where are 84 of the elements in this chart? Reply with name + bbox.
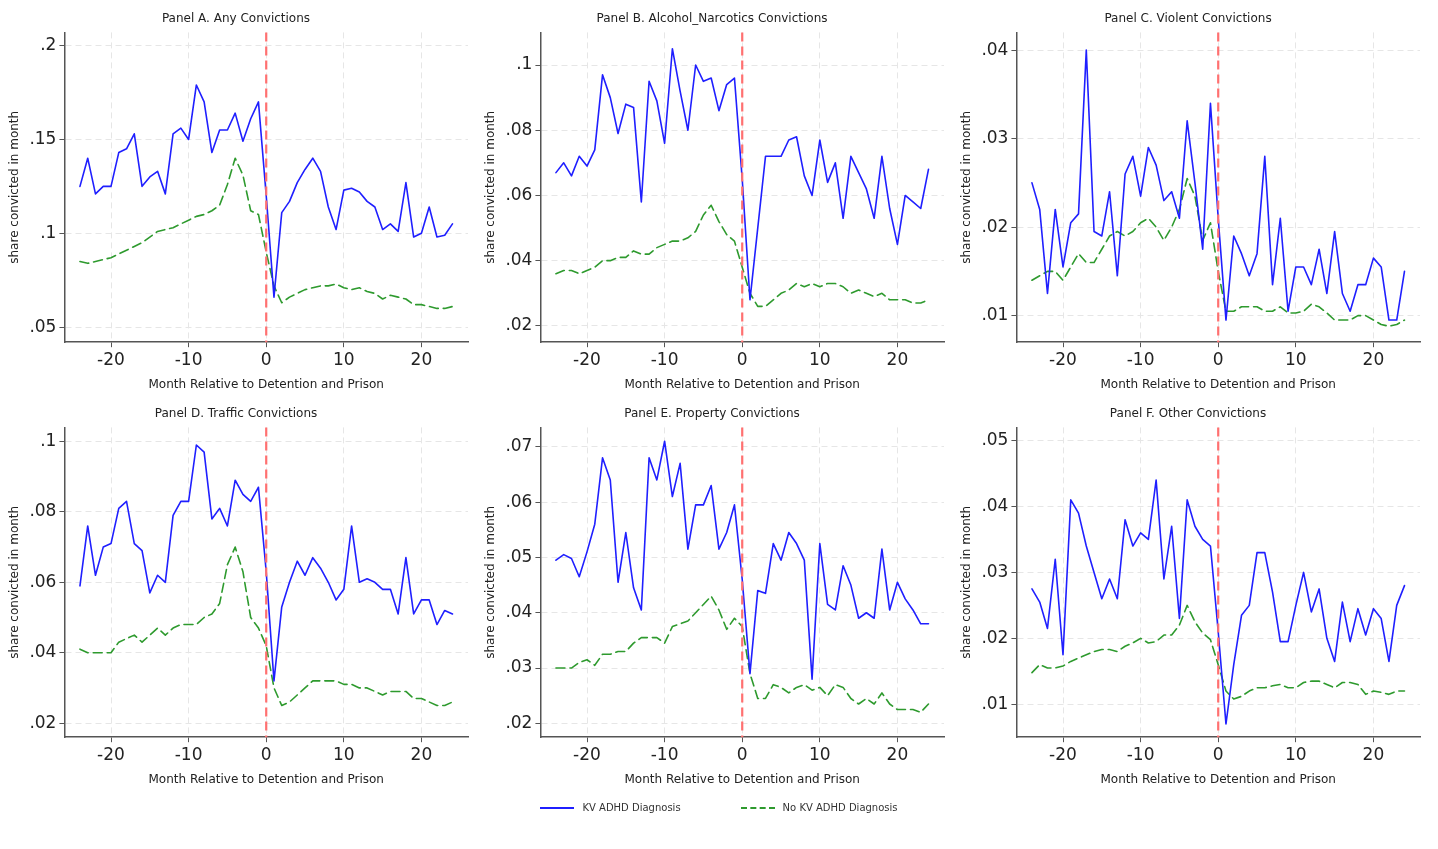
chart-title: Panel F. Other Convictions — [1109, 406, 1267, 421]
y-tick-label: .2 — [40, 33, 57, 54]
y-axis-title: share convicted in month — [483, 505, 498, 659]
line-series — [1031, 177, 1406, 328]
x-tick-label: 20 — [410, 348, 433, 369]
y-tick-label: .01 — [981, 304, 1009, 325]
line-series — [1031, 604, 1406, 700]
y-tick-label: .07 — [505, 435, 533, 456]
y-axis-title: share convicted in month — [483, 110, 498, 264]
x-tick-label: 0 — [260, 348, 272, 369]
y-tick-label: .03 — [505, 656, 533, 677]
y-tick-label: .08 — [505, 118, 533, 139]
chart-title: Panel D. Traffic Convictions — [154, 406, 318, 421]
x-tick-label: -10 — [174, 348, 203, 369]
x-axis-title: Month Relative to Detention and Prison — [1100, 376, 1336, 391]
x-tick-label: -10 — [1126, 348, 1155, 369]
x-axis-title: Month Relative to Detention and Prison — [1100, 771, 1336, 786]
y-tick-label: .04 — [981, 494, 1009, 515]
y-tick-label: .02 — [505, 711, 533, 732]
x-tick-label: 10 — [809, 743, 831, 764]
x-axis-title: Month Relative to Detention and Prison — [624, 376, 860, 391]
chart-title: Panel A. Any Convictions — [161, 11, 311, 26]
x-tick-label: 0 — [260, 743, 272, 764]
y-tick-label: .02 — [29, 711, 57, 732]
x-tick-label: 0 — [736, 743, 748, 764]
y-tick-label: .06 — [29, 570, 57, 591]
x-tick-label: 10 — [333, 743, 355, 764]
x-tick-label: -20 — [573, 348, 601, 369]
x-axis-title: Month Relative to Detention and Prison — [148, 376, 384, 391]
x-tick-label: 0 — [1212, 743, 1224, 764]
x-tick-label: 10 — [333, 348, 355, 369]
y-tick-label: .15 — [29, 127, 57, 148]
y-tick-label: .06 — [505, 490, 533, 511]
x-axis-title: Month Relative to Detention and Prison — [148, 771, 384, 786]
legend-label: No KV ADHD Diagnosis — [782, 802, 898, 813]
y-tick-label: .02 — [981, 215, 1009, 236]
x-tick-label: -10 — [174, 743, 203, 764]
y-tick-label: .04 — [505, 249, 533, 270]
x-tick-label: 20 — [1362, 348, 1385, 369]
y-tick-label: .01 — [981, 692, 1009, 713]
x-tick-label: 20 — [1362, 743, 1385, 764]
chart-title: Panel C. Violent Convictions — [1104, 11, 1272, 26]
y-tick-label: .03 — [981, 127, 1009, 148]
line-series — [79, 546, 454, 707]
y-tick-label: .05 — [981, 429, 1009, 449]
x-tick-label: -20 — [1049, 743, 1077, 764]
y-tick-label: .08 — [29, 500, 57, 521]
x-tick-label: 20 — [886, 348, 909, 369]
legend-label: KV ADHD Diagnosis — [582, 802, 681, 813]
y-tick-label: .06 — [505, 183, 533, 204]
x-tick-label: 10 — [809, 348, 831, 369]
y-tick-label: .1 — [516, 53, 533, 74]
y-tick-label: .04 — [29, 641, 57, 662]
x-tick-label: -10 — [650, 743, 679, 764]
y-tick-label: .03 — [981, 560, 1009, 581]
y-tick-label: .1 — [40, 221, 57, 242]
x-tick-label: 0 — [736, 348, 748, 369]
y-tick-label: .1 — [40, 429, 57, 450]
line-series — [555, 595, 930, 714]
x-tick-label: 0 — [1212, 348, 1224, 369]
x-tick-label: -20 — [573, 743, 601, 764]
y-tick-label: .05 — [29, 315, 57, 336]
x-tick-label: 10 — [1285, 348, 1307, 369]
chart-title: Panel E. Property Convictions — [624, 406, 800, 421]
y-tick-label: .04 — [981, 38, 1009, 59]
y-tick-label: .04 — [505, 601, 533, 622]
y-tick-label: .02 — [505, 314, 533, 335]
y-tick-label: .05 — [505, 545, 533, 566]
x-tick-label: -10 — [1126, 743, 1155, 764]
x-tick-label: 20 — [886, 743, 909, 764]
x-tick-label: -10 — [650, 348, 679, 369]
line-series — [79, 157, 454, 310]
y-tick-label: .02 — [981, 626, 1009, 647]
y-axis-title: share convicted in month — [7, 110, 22, 264]
y-axis-title: share convicted in month — [7, 505, 22, 659]
x-tick-label: -20 — [97, 348, 125, 369]
y-axis-title: share convicted in month — [959, 110, 974, 264]
x-tick-label: -20 — [1049, 348, 1077, 369]
y-axis-title: share convicted in month — [959, 505, 974, 659]
x-tick-label: -20 — [97, 743, 125, 764]
chart-title: Panel B. Alcohol_Narcotics Convictions — [596, 11, 828, 26]
x-axis-title: Month Relative to Detention and Prison — [624, 771, 860, 786]
x-tick-label: 10 — [1285, 743, 1307, 764]
x-tick-label: 20 — [410, 743, 433, 764]
